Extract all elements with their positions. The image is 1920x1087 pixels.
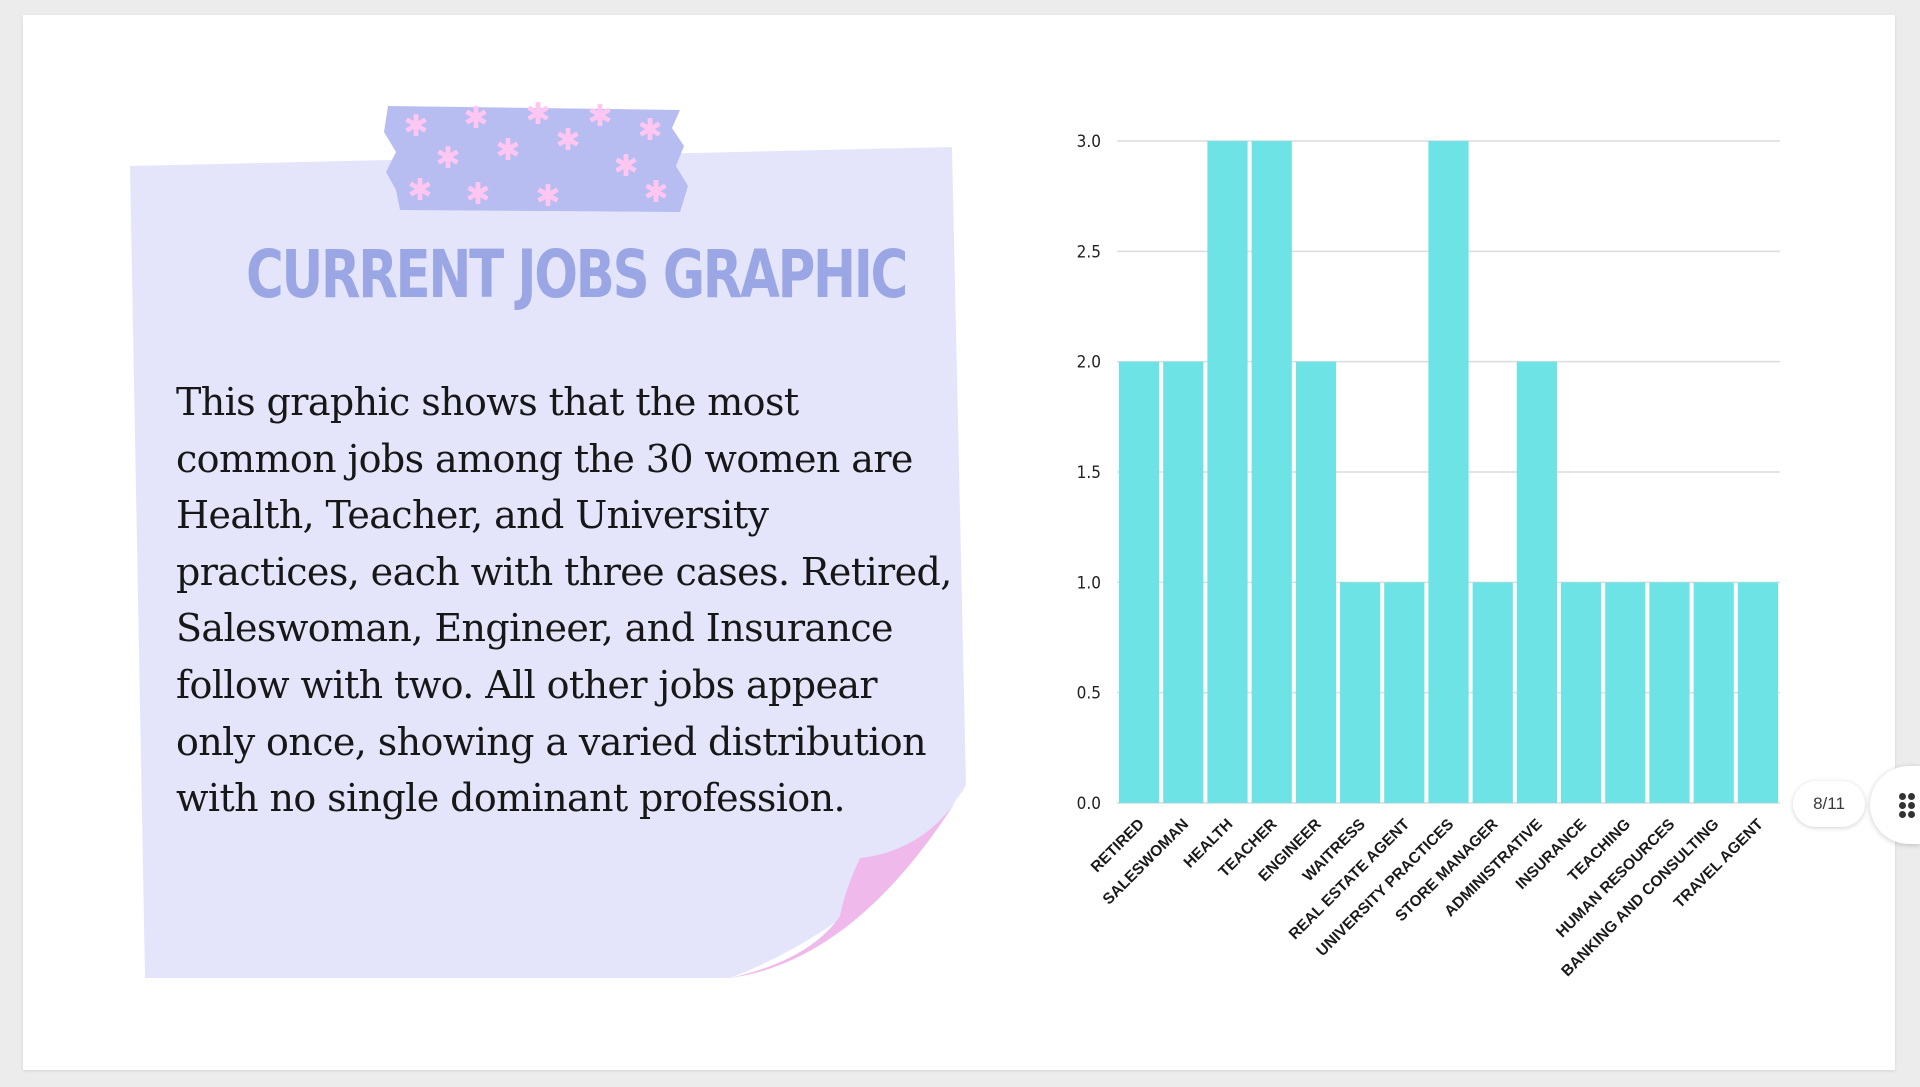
chart-bars	[1119, 141, 1778, 803]
y-tick-label: 1.5	[1077, 463, 1101, 483]
bar	[1649, 582, 1690, 803]
chart-y-axis: 0.0 0.5 1.0 1.5 2.0 2.5 3.0	[1077, 132, 1101, 814]
bar	[1384, 582, 1425, 803]
bar	[1428, 141, 1469, 803]
bar	[1561, 582, 1602, 803]
body-line: Saleswoman, Engineer, and Insurance	[176, 606, 894, 651]
body-line: common jobs among the 30 women are	[176, 436, 913, 481]
y-tick-label: 0.5	[1077, 684, 1101, 704]
chart-x-axis: RETIREDSALESWOMANHEALTHTEACHERENGINEERWA…	[1088, 815, 1767, 980]
bar	[1516, 361, 1557, 803]
bar	[1163, 361, 1204, 803]
page-indicator[interactable]: 8/11	[1793, 781, 1865, 827]
bar	[1340, 582, 1381, 803]
bar	[1472, 582, 1513, 803]
body-line: follow with two. All other jobs appear	[176, 662, 878, 707]
body-line: This graphic shows that the most	[176, 380, 799, 424]
y-tick-label: 2.5	[1077, 242, 1101, 262]
bar	[1295, 361, 1336, 803]
body-line: only once, showing a varied distribution	[176, 719, 927, 764]
y-tick-label: 2.0	[1077, 353, 1101, 373]
slide-body-text: This graphic shows that the most common …	[176, 374, 976, 827]
bar	[1737, 582, 1778, 803]
y-tick-label: 0.0	[1077, 794, 1101, 814]
bar	[1119, 361, 1160, 803]
y-tick-label: 1.0	[1077, 573, 1101, 593]
body-line: with no single dominant profession.	[176, 776, 846, 821]
bar	[1605, 582, 1646, 803]
bar	[1207, 141, 1248, 803]
body-line: practices, each with three cases. Retire…	[176, 549, 952, 594]
bar	[1251, 141, 1292, 803]
y-tick-label: 3.0	[1077, 132, 1101, 152]
page-indicator-label: 8/11	[1813, 794, 1845, 813]
bar	[1693, 582, 1734, 803]
body-line: Health, Teacher, and University	[176, 493, 769, 538]
